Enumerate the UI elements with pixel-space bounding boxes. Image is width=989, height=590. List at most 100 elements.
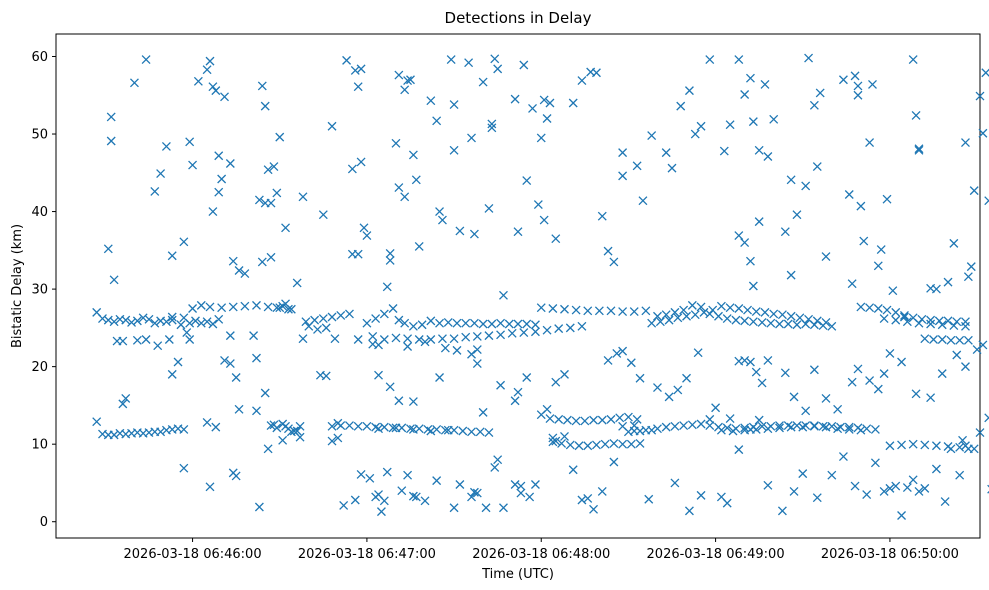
data-point xyxy=(533,200,543,210)
data-point xyxy=(156,169,166,179)
data-point xyxy=(821,252,831,261)
data-point xyxy=(397,486,407,496)
data-point xyxy=(376,507,386,517)
data-point xyxy=(551,377,561,387)
data-point xyxy=(283,304,293,314)
data-point xyxy=(530,320,540,330)
data-point xyxy=(696,121,706,131)
data-point xyxy=(167,315,177,325)
data-point xyxy=(975,91,985,101)
data-point xyxy=(295,421,305,431)
data-point xyxy=(940,497,950,507)
data-point xyxy=(949,238,959,248)
data-point xyxy=(623,412,633,422)
data-point xyxy=(379,422,389,432)
data-point xyxy=(391,333,401,343)
data-point xyxy=(138,313,148,323)
data-point xyxy=(536,303,546,313)
data-point xyxy=(853,90,863,100)
data-point xyxy=(731,315,741,325)
data-point xyxy=(490,54,500,64)
data-point xyxy=(597,211,607,221)
data-point xyxy=(513,319,523,329)
data-point xyxy=(969,186,979,196)
data-point xyxy=(618,171,628,181)
data-point xyxy=(211,422,221,432)
data-point xyxy=(775,423,784,433)
data-point xyxy=(92,417,102,427)
data-point xyxy=(917,314,927,324)
data-point xyxy=(121,315,131,325)
data-point xyxy=(103,315,113,325)
data-point xyxy=(725,414,735,424)
data-point xyxy=(417,320,427,330)
data-point xyxy=(804,53,814,63)
data-point xyxy=(333,418,343,428)
data-point xyxy=(583,493,593,503)
data-point xyxy=(336,311,346,320)
data-point xyxy=(653,311,662,321)
data-point xyxy=(618,307,628,317)
data-point xyxy=(173,357,183,367)
data-point xyxy=(821,393,831,403)
data-point xyxy=(609,438,619,448)
data-point xyxy=(850,481,860,491)
data-point xyxy=(914,145,924,155)
data-point xyxy=(577,321,587,331)
y-tick-label: 50 xyxy=(31,128,48,143)
data-point xyxy=(583,306,593,316)
data-point xyxy=(496,380,506,390)
data-point xyxy=(914,318,924,328)
data-point xyxy=(780,227,790,237)
data-point xyxy=(350,495,360,505)
y-tick-label: 60 xyxy=(31,50,48,65)
data-point xyxy=(879,314,889,324)
data-point xyxy=(885,348,895,358)
data-point xyxy=(461,318,471,328)
data-point xyxy=(391,423,401,433)
data-point xyxy=(118,399,128,409)
data-point xyxy=(530,327,540,337)
data-point xyxy=(632,161,642,171)
data-point xyxy=(801,406,811,416)
data-point xyxy=(937,335,947,344)
data-point xyxy=(484,428,494,438)
data-point xyxy=(670,478,680,488)
data-point xyxy=(612,348,622,358)
data-point xyxy=(536,133,546,143)
data-point xyxy=(809,365,819,375)
data-point xyxy=(571,305,581,315)
data-point xyxy=(455,480,465,489)
data-point xyxy=(295,432,305,442)
data-point xyxy=(859,236,869,246)
data-point xyxy=(804,314,814,324)
data-point xyxy=(568,465,578,475)
data-point xyxy=(179,424,189,434)
data-point xyxy=(539,95,549,105)
data-point xyxy=(972,345,982,355)
data-point xyxy=(330,334,340,344)
data-point xyxy=(141,55,151,65)
data-point xyxy=(873,261,883,271)
data-point xyxy=(812,162,822,172)
data-point xyxy=(507,328,517,338)
data-point xyxy=(981,68,989,78)
data-point xyxy=(891,307,901,317)
data-point xyxy=(225,331,235,341)
data-point xyxy=(545,414,555,424)
data-point xyxy=(908,55,918,65)
data-point xyxy=(252,406,261,416)
data-point xyxy=(487,119,497,129)
data-point xyxy=(191,316,200,326)
data-point xyxy=(926,315,936,325)
data-point xyxy=(272,303,282,313)
data-point xyxy=(432,424,442,434)
data-point xyxy=(562,415,572,425)
data-point xyxy=(411,175,421,185)
data-point xyxy=(931,284,941,294)
x-tick-label: 2026-03-18 06:47:00 xyxy=(298,547,436,562)
data-point xyxy=(342,55,352,65)
data-point xyxy=(763,152,773,161)
data-point xyxy=(597,415,607,425)
data-point xyxy=(899,311,909,320)
